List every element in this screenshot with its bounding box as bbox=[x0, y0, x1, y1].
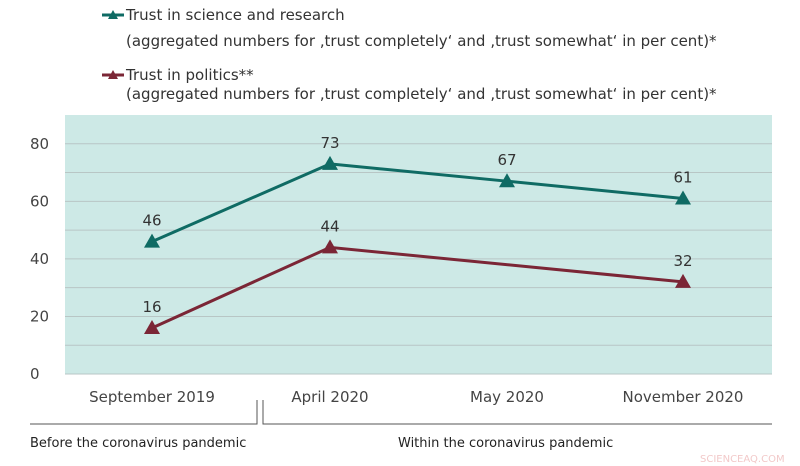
y-tick-label: 80 bbox=[30, 135, 49, 153]
y-tick-label: 0 bbox=[30, 365, 40, 383]
legend: Trust in science and research (aggregate… bbox=[102, 6, 717, 103]
data-point-marker bbox=[675, 190, 691, 205]
legend-label: Trust in science and research bbox=[125, 6, 345, 24]
triangle-marker-icon bbox=[108, 10, 118, 19]
legend-note: (aggregated numbers for ‚trust completel… bbox=[126, 85, 717, 103]
data-point-marker bbox=[322, 155, 338, 170]
data-label: 67 bbox=[497, 151, 516, 169]
data-label: 44 bbox=[320, 217, 339, 235]
x-category-label: November 2020 bbox=[623, 388, 744, 406]
data-label: 73 bbox=[320, 134, 339, 152]
data-point-marker bbox=[322, 239, 338, 254]
bracket-before bbox=[30, 400, 258, 425]
plot-background bbox=[65, 115, 772, 374]
x-category-label: May 2020 bbox=[470, 388, 544, 406]
x-category-label: September 2019 bbox=[89, 388, 215, 406]
series-1: 16 44 32 bbox=[142, 217, 693, 334]
data-point-marker bbox=[144, 319, 160, 334]
data-label: 46 bbox=[142, 212, 161, 230]
data-label: 16 bbox=[142, 298, 161, 316]
legend-label: Trust in politics** bbox=[125, 66, 254, 84]
data-point-marker bbox=[675, 273, 691, 288]
data-point-marker bbox=[144, 233, 160, 248]
watermark: SCIENCEAQ.COM bbox=[700, 454, 785, 465]
period-label-within: Within the coronavirus pandemic bbox=[398, 436, 613, 451]
legend-item-politics: Trust in politics** (aggregated numbers … bbox=[102, 66, 717, 103]
y-tick-label: 60 bbox=[30, 192, 49, 210]
data-label: 61 bbox=[673, 168, 692, 186]
series-line bbox=[151, 162, 684, 243]
data-label: 32 bbox=[673, 252, 692, 270]
y-tick-label: 40 bbox=[30, 250, 49, 268]
bracket-within bbox=[262, 400, 772, 425]
series-0: 46 73 67 61 bbox=[142, 134, 693, 248]
triangle-marker-icon bbox=[108, 70, 118, 79]
y-tick-label: 20 bbox=[30, 307, 49, 325]
period-label-before: Before the coronavirus pandemic bbox=[30, 436, 246, 451]
data-point-marker bbox=[499, 173, 515, 188]
legend-note: (aggregated numbers for ‚trust completel… bbox=[126, 32, 717, 50]
legend-item-science: Trust in science and research (aggregate… bbox=[102, 6, 717, 50]
period-brackets bbox=[30, 400, 772, 425]
x-category-label: April 2020 bbox=[291, 388, 368, 406]
